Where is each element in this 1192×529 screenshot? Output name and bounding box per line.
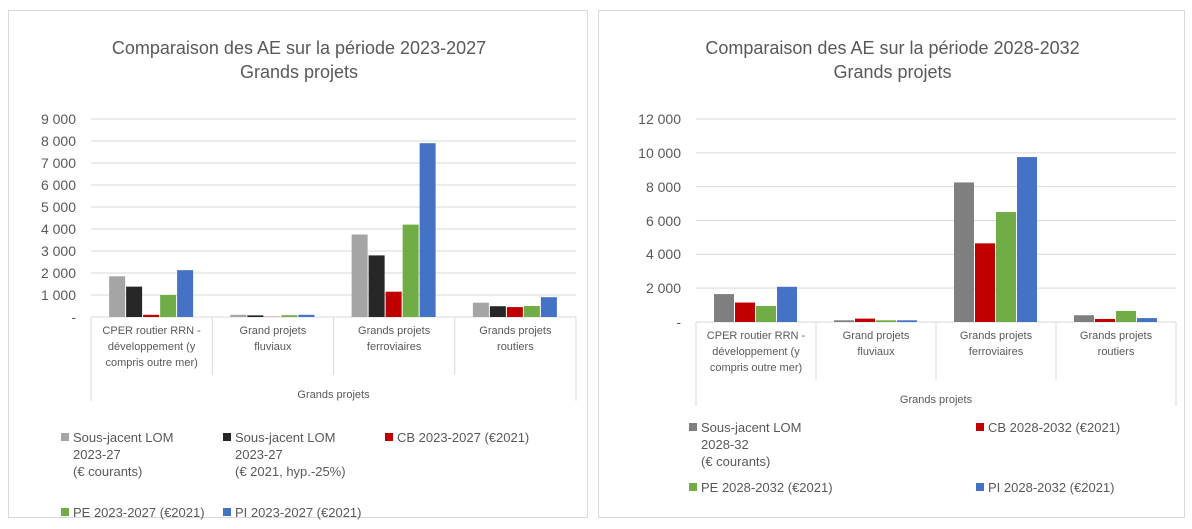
- legend-swatch: [689, 423, 697, 431]
- y-tick-label: 4 000: [40, 221, 76, 237]
- bar: [472, 302, 489, 317]
- bar: [177, 270, 194, 317]
- bar: [143, 314, 160, 317]
- y-tick-label: 5 000: [40, 199, 76, 215]
- x-tick-label: Grands projets ferroviaires: [959, 330, 1033, 358]
- x-tick-label: Grand projets fluviaux: [239, 325, 307, 353]
- y-tick-label: 6 000: [645, 212, 681, 229]
- bar: [523, 306, 540, 317]
- legend-item: Sous-jacent LOM 2023-27 (€ 2021, hyp.-25…: [223, 429, 346, 480]
- bar: [385, 291, 402, 317]
- legend-swatch: [976, 483, 984, 491]
- legend-item: CB 2028-2032 (€2021): [976, 419, 1120, 436]
- bar: [1116, 311, 1136, 322]
- legend-label: PE 2023-2027 (€2021): [73, 505, 205, 520]
- bar: [897, 320, 917, 322]
- legend-swatch: [385, 433, 393, 441]
- legend-swatch: [223, 508, 231, 516]
- legend-label: Sous-jacent LOM 2023-27 (€ 2021, hyp.-25…: [235, 430, 346, 479]
- bar: [419, 143, 436, 317]
- bar: [876, 320, 896, 322]
- bar: [402, 224, 419, 317]
- x-axis-label: Grands projets: [899, 394, 973, 406]
- x-tick-label: CPER routier RRN - développement (y comp…: [102, 325, 201, 369]
- legend-label: PE 2028-2032 (€2021): [701, 480, 833, 495]
- legend-label: CB 2028-2032 (€2021): [988, 420, 1121, 435]
- legend-item: PI 2023-2027 (€2021): [223, 504, 361, 521]
- bar: [247, 315, 264, 317]
- legend-label: PI 2028-2032 (€2021): [988, 480, 1115, 495]
- x-tick-label: Grands projets ferroviaires: [358, 325, 431, 353]
- legend-swatch: [976, 423, 984, 431]
- bar: [975, 243, 995, 322]
- bar: [954, 182, 974, 322]
- chart-panel: Comparaison des AE sur la période 2023-2…: [8, 10, 588, 521]
- bar: [109, 276, 126, 317]
- legend-item: CB 2023-2027 (€2021): [385, 429, 529, 446]
- y-tick-label: 1 000: [40, 287, 76, 303]
- x-tick-label: Grand projets fluviaux: [842, 330, 910, 358]
- legend-item: PE 2028-2032 (€2021): [689, 479, 833, 496]
- legend-label: Sous-jacent LOM 2028-32 (€ courants): [701, 420, 802, 469]
- x-tick-label: CPER routier RRN - développement (y comp…: [706, 330, 806, 374]
- bar: [540, 297, 557, 317]
- bar: [298, 314, 315, 317]
- bar: [1074, 315, 1094, 322]
- legend-label: CB 2023-2027 (€2021): [397, 430, 530, 445]
- bar: [777, 286, 797, 322]
- bar: [855, 318, 875, 322]
- legend-item: PI 2028-2032 (€2021): [976, 479, 1114, 496]
- bar: [756, 305, 776, 322]
- y-tick-label: 2 000: [40, 265, 76, 281]
- y-tick-label: 9 000: [40, 111, 76, 127]
- bar: [1017, 157, 1037, 322]
- bar: [160, 295, 177, 317]
- y-tick-label: 7 000: [40, 155, 76, 171]
- bar: [1095, 318, 1115, 322]
- y-tick-label: 8 000: [40, 133, 76, 149]
- bar: [735, 302, 755, 322]
- y-tick-label: 6 000: [40, 177, 76, 193]
- legend-item: Sous-jacent LOM 2028-32 (€ courants): [689, 419, 801, 470]
- chart-title: Comparaison des AE sur la période 2023-2…: [111, 38, 487, 82]
- bar: [714, 294, 734, 322]
- legend-item: Sous-jacent LOM 2023-27 (€ courants): [61, 429, 173, 480]
- chart-title: Comparaison des AE sur la période 2028-2…: [705, 38, 1080, 82]
- chart: [90, 118, 577, 401]
- legend-swatch: [61, 508, 69, 516]
- bar: [351, 234, 368, 317]
- y-tick-label: -: [676, 314, 681, 330]
- chart-panel: Comparaison des AE sur la période 2028-2…: [598, 10, 1185, 518]
- chart: [695, 118, 1177, 406]
- bar: [996, 212, 1016, 322]
- y-tick-label: 12 000: [638, 111, 681, 127]
- y-tick-label: 3 000: [40, 243, 76, 259]
- bar: [1137, 318, 1157, 322]
- bar: [230, 314, 247, 317]
- y-tick-label: 2 000: [645, 280, 681, 297]
- y-tick-label: -: [71, 309, 76, 325]
- legend-label: PI 2023-2027 (€2021): [235, 505, 362, 520]
- bar: [126, 286, 143, 317]
- legend-label: Sous-jacent LOM 2023-27 (€ courants): [73, 430, 174, 479]
- y-tick-label: 8 000: [645, 178, 681, 195]
- y-tick-label: 10 000: [638, 144, 681, 161]
- legend-item: PE 2023-2027 (€2021): [61, 504, 205, 521]
- legend-swatch: [689, 483, 697, 491]
- legend-swatch: [223, 433, 231, 441]
- x-tick-label: Grands projets routiers: [479, 325, 552, 353]
- bar: [368, 255, 385, 317]
- x-axis-label: Grands projets: [297, 389, 370, 401]
- bar: [834, 320, 854, 322]
- x-tick-label: Grands projets routiers: [1079, 330, 1153, 358]
- bar: [506, 307, 523, 317]
- bar: [281, 315, 298, 317]
- bar: [489, 306, 506, 317]
- legend-swatch: [61, 433, 69, 441]
- y-tick-label: 4 000: [645, 246, 681, 263]
